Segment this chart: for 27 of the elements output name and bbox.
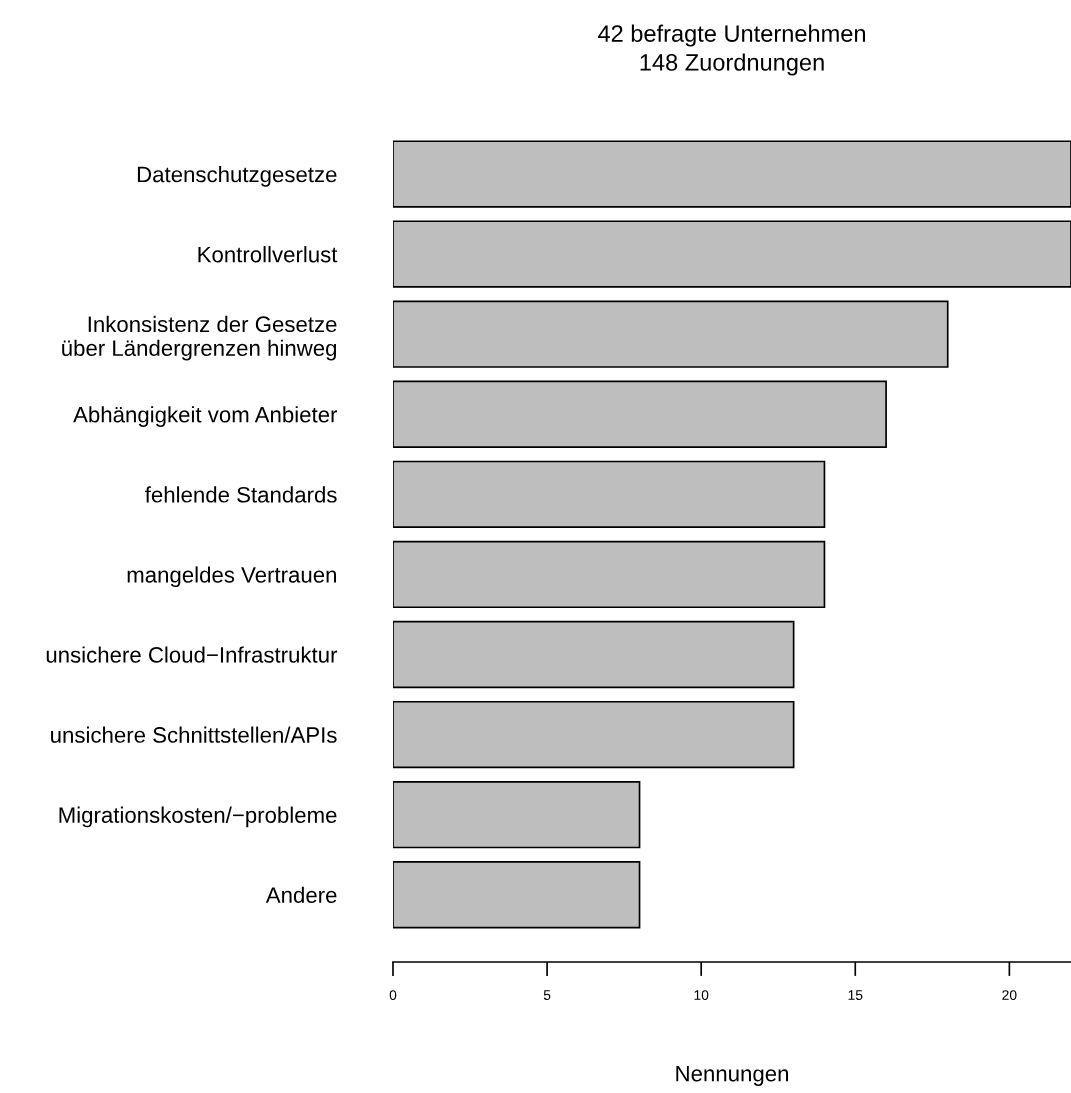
bar	[393, 540, 826, 609]
bar	[393, 780, 641, 849]
bar	[393, 220, 1071, 288]
x-tick-label: 0	[389, 990, 397, 1000]
y-tick-label: Datenschutzgesetze	[137, 165, 337, 187]
x-axis-title: Nennungen	[676, 1066, 789, 1086]
x-tick-label: 15	[848, 990, 863, 1000]
y-tick-label: Abhängigkeit vom Anbieter	[73, 406, 338, 427]
y-tick-label: Migrationskosten/−probleme	[59, 806, 337, 828]
x-tick-label: 5	[543, 990, 551, 1000]
y-tick-label: Andere	[265, 886, 337, 904]
bar	[393, 300, 949, 368]
bar	[393, 700, 795, 769]
chart-title: 42 befragte Unternehmen 148 Zuordnungen	[598, 24, 866, 76]
y-tick-label: unsichere Schnittstellen/APIs	[51, 726, 337, 743]
bar	[393, 460, 826, 529]
bar	[393, 380, 887, 448]
bar	[393, 140, 1071, 208]
y-tick-label: Inkonsistenz der Gesetze über Ländergrenzen hinweg	[62, 315, 337, 361]
x-tick-label: 10	[694, 990, 709, 1000]
y-tick-label: fehlende Standards	[145, 486, 337, 503]
bar	[393, 620, 795, 689]
x-tick-label: 20	[1002, 990, 1017, 1000]
y-tick-label: unsichere Cloud−Infrastruktur	[46, 646, 338, 663]
y-tick-label: Kontrollverlust	[198, 246, 338, 263]
bar	[393, 861, 641, 929]
y-tick-label: mangeldes Vertrauen	[127, 566, 337, 588]
